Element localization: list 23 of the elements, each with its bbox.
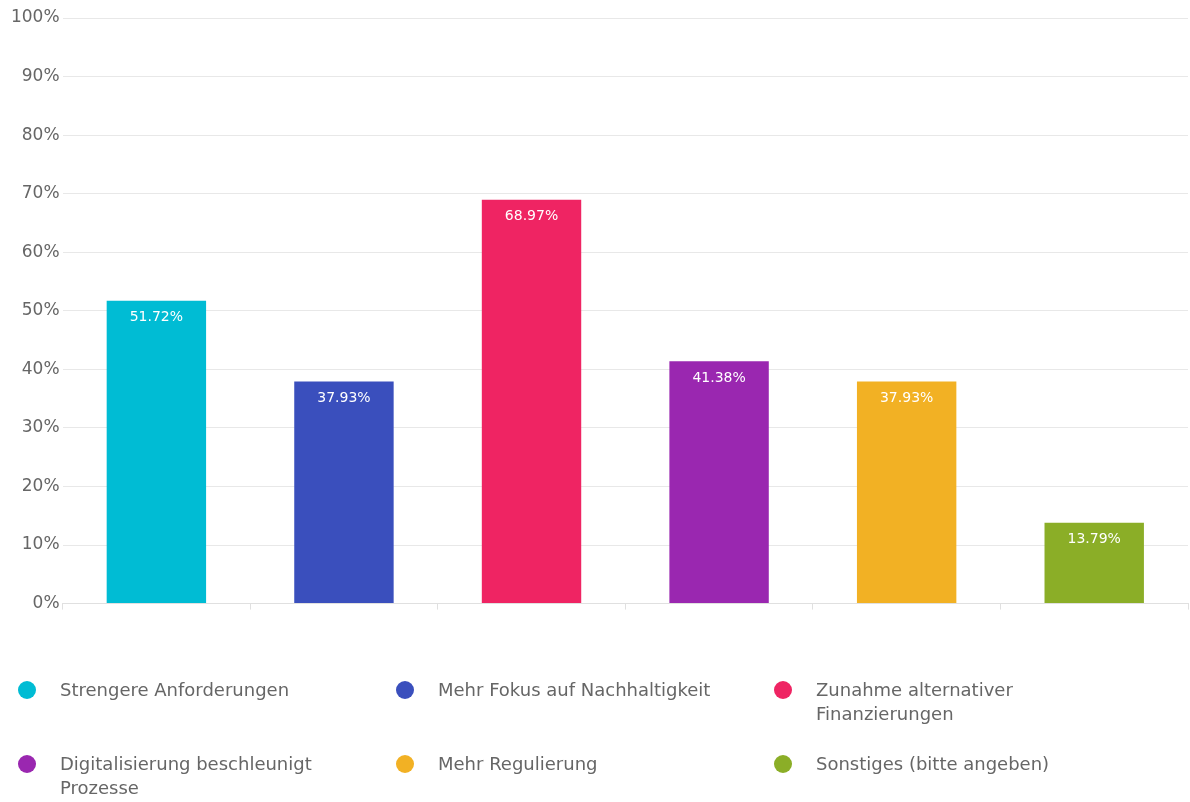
data-label: 37.93% bbox=[879, 389, 934, 406]
y-tick-label: 90% bbox=[21, 64, 60, 85]
y-tick-label: 10% bbox=[21, 533, 60, 554]
legend-label: Sonstiges (bitte angeben) bbox=[816, 752, 1051, 776]
data-label: 13.79% bbox=[1067, 530, 1121, 547]
legend-label: Mehr Regulierung bbox=[438, 752, 599, 776]
y-tick-label: 50% bbox=[21, 299, 60, 320]
y-tick-label: 100% bbox=[10, 6, 60, 27]
y-tick-label: 70% bbox=[21, 182, 60, 203]
y-tick-label: 40% bbox=[21, 357, 60, 378]
y-tick-label: 30% bbox=[21, 416, 60, 437]
data-label: 51.72% bbox=[129, 308, 184, 325]
y-tick-label: 20% bbox=[21, 474, 60, 495]
data-label: 37.93% bbox=[317, 389, 371, 406]
y-tick-label: 60% bbox=[21, 240, 60, 261]
legend-label: Zunahme alternativer Finanzierungen bbox=[816, 678, 1014, 726]
y-tick-label: 0% bbox=[32, 592, 60, 613]
data-label: 68.97% bbox=[504, 207, 559, 224]
legend-label: Mehr Fokus auf Nachhaltigkeit bbox=[438, 678, 712, 702]
legend-label: Strengere Anforderungen bbox=[60, 678, 291, 702]
legend-label: Digitalisierung beschleunigt Prozesse bbox=[60, 752, 313, 800]
data-label: 41.38% bbox=[692, 368, 746, 385]
y-tick-label: 80% bbox=[21, 123, 60, 144]
